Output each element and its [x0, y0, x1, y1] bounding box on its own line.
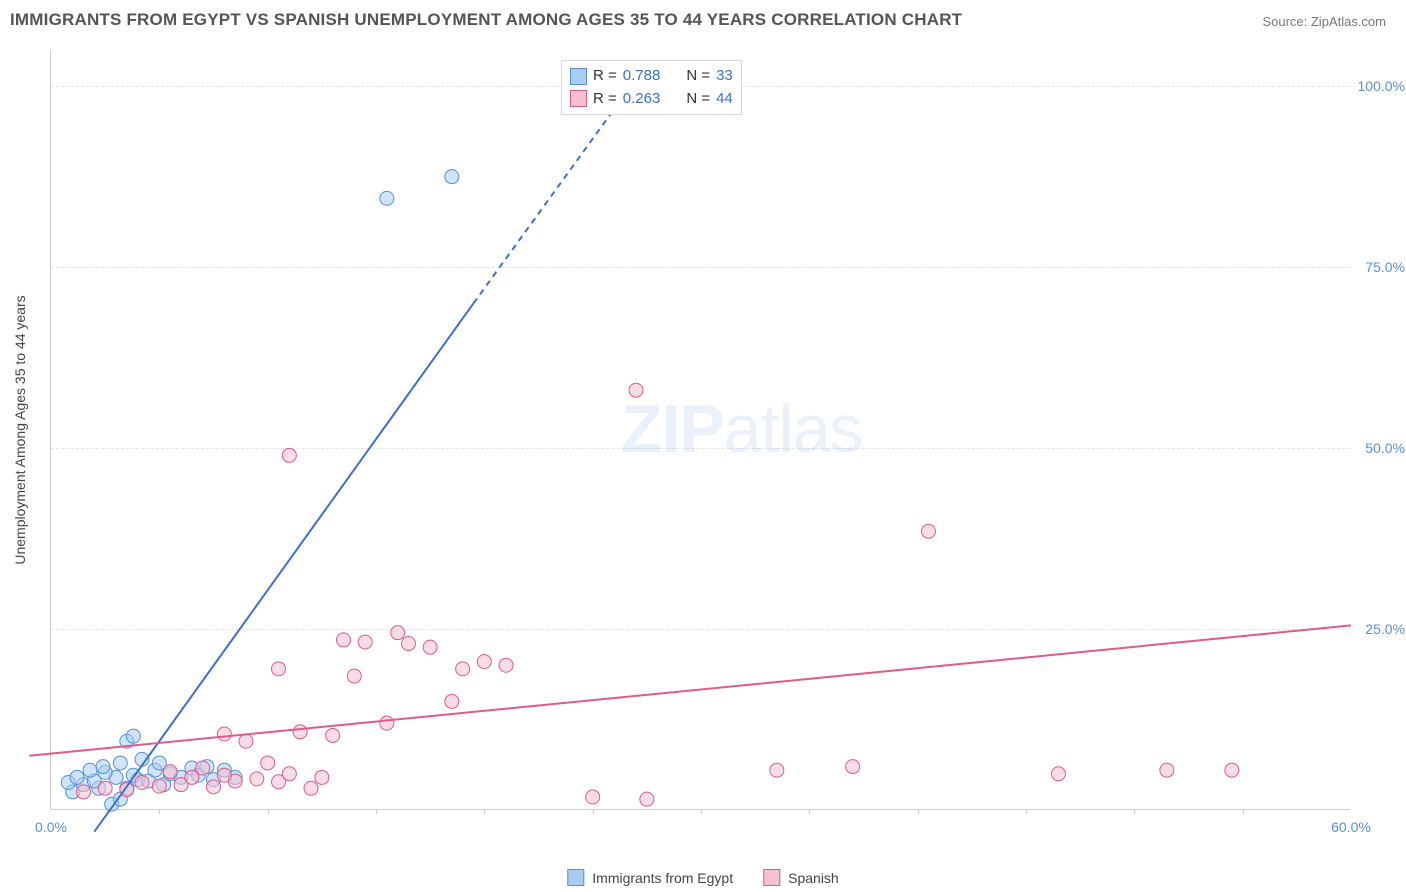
spanish-point: [391, 626, 405, 640]
egypt-regression-line: [94, 303, 473, 831]
egypt-point: [70, 770, 84, 784]
source-label: Source:: [1262, 14, 1310, 29]
spanish-point: [282, 767, 296, 781]
spanish-point: [135, 775, 149, 789]
spanish-point: [282, 448, 296, 462]
spanish-point: [445, 694, 459, 708]
y-tick-label: 75.0%: [1355, 259, 1405, 275]
spanish-point: [77, 785, 91, 799]
spanish-point: [846, 760, 860, 774]
n-value: 33: [716, 65, 733, 88]
r-value: 0.788: [623, 65, 661, 88]
x-minor-tick: [1134, 809, 1135, 814]
spanish-point: [477, 655, 491, 669]
x-minor-tick: [159, 809, 160, 814]
egypt-point: [126, 729, 140, 743]
spanish-point: [629, 383, 643, 397]
spanish-point: [196, 761, 210, 775]
spanish-point: [163, 765, 177, 779]
spanish-point: [315, 770, 329, 784]
spanish-point: [207, 780, 221, 794]
n-label: N =: [686, 65, 710, 88]
legend-stats-row-spanish: R = 0.263 N = 44: [570, 88, 733, 111]
spanish-point: [1160, 763, 1174, 777]
spanish-point: [358, 635, 372, 649]
n-label: N =: [686, 88, 710, 111]
x-minor-tick: [918, 809, 919, 814]
legend-item-egypt: Immigrants from Egypt: [567, 869, 733, 886]
x-tick-label: 60.0%: [1331, 819, 1371, 835]
spanish-point: [1052, 767, 1066, 781]
x-minor-tick: [1243, 809, 1244, 814]
spanish-point: [239, 734, 253, 748]
spanish-point: [152, 779, 166, 793]
r-label: R =: [593, 65, 617, 88]
x-tick-label: 0.0%: [35, 819, 67, 835]
r-label: R =: [593, 88, 617, 111]
legend-item-spanish: Spanish: [763, 869, 839, 886]
n-value: 44: [716, 88, 733, 111]
y-tick-label: 50.0%: [1355, 440, 1405, 456]
x-minor-tick: [1026, 809, 1027, 814]
spanish-legend-swatch: [763, 869, 780, 886]
plot-svg: [51, 50, 1350, 809]
x-minor-tick: [376, 809, 377, 814]
source-value: ZipAtlas.com: [1311, 14, 1386, 29]
legend-stats-row-egypt: R = 0.788 N = 33: [570, 65, 733, 88]
spanish-point: [217, 727, 231, 741]
y-tick-label: 25.0%: [1355, 621, 1405, 637]
chart-container: IMMIGRANTS FROM EGYPT VS SPANISH UNEMPLO…: [0, 0, 1406, 892]
spanish-point: [347, 669, 361, 683]
y-tick-label: 100.0%: [1355, 78, 1405, 94]
spanish-point: [293, 725, 307, 739]
egypt-point: [83, 763, 97, 777]
plot-area: ZIPatlas R = 0.788N = 33R = 0.263N = 44 …: [50, 50, 1350, 810]
egypt-point: [96, 760, 110, 774]
spanish-point: [326, 728, 340, 742]
egypt-point: [113, 756, 127, 770]
x-minor-tick: [268, 809, 269, 814]
spanish-point: [402, 637, 416, 651]
spanish-point: [586, 790, 600, 804]
spanish-point: [1225, 763, 1239, 777]
spanish-point: [499, 658, 513, 672]
spanish-point: [98, 781, 112, 795]
spanish-point: [380, 716, 394, 730]
egypt-swatch: [570, 68, 587, 85]
egypt-legend-swatch: [567, 869, 584, 886]
spanish-swatch: [570, 90, 587, 107]
spanish-point: [922, 524, 936, 538]
spanish-point: [770, 763, 784, 777]
bottom-legend: Immigrants from Egypt Spanish: [567, 869, 838, 886]
x-minor-tick: [809, 809, 810, 814]
spanish-point: [272, 662, 286, 676]
legend-stats-box: R = 0.788 N = 33 R = 0.263 N = 44: [561, 60, 742, 115]
y-axis-label: Unemployment Among Ages 35 to 44 years: [12, 295, 28, 564]
chart-title: IMMIGRANTS FROM EGYPT VS SPANISH UNEMPLO…: [10, 10, 962, 30]
x-minor-tick: [484, 809, 485, 814]
spanish-point: [250, 772, 264, 786]
source-attribution: Source: ZipAtlas.com: [1262, 14, 1386, 29]
egypt-legend-label: Immigrants from Egypt: [592, 870, 733, 886]
spanish-point: [217, 768, 231, 782]
spanish-point: [456, 662, 470, 676]
r-value: 0.263: [623, 88, 661, 111]
egypt-point: [445, 170, 459, 184]
spanish-point: [337, 633, 351, 647]
spanish-point: [261, 756, 275, 770]
egypt-point: [380, 191, 394, 205]
x-minor-tick: [593, 809, 594, 814]
spanish-point: [423, 640, 437, 654]
spanish-legend-label: Spanish: [788, 870, 839, 886]
x-minor-tick: [701, 809, 702, 814]
spanish-point: [304, 781, 318, 795]
spanish-point: [640, 792, 654, 806]
